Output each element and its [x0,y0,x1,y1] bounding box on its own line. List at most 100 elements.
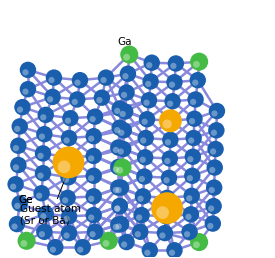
Circle shape [145,81,151,87]
Circle shape [77,247,83,253]
Circle shape [35,165,51,181]
Circle shape [163,119,172,128]
Circle shape [36,126,53,142]
Circle shape [157,225,173,241]
Circle shape [185,214,192,220]
Circle shape [135,188,151,205]
Circle shape [20,81,36,97]
Circle shape [22,69,29,76]
Circle shape [164,158,170,164]
Circle shape [63,157,69,163]
Circle shape [94,90,110,106]
Circle shape [61,225,77,241]
Circle shape [35,145,51,162]
Circle shape [47,239,64,255]
Circle shape [111,100,128,117]
Text: Guest atom
(Sr or Ba): Guest atom (Sr or Ba) [20,173,81,225]
Circle shape [209,187,215,193]
Circle shape [86,188,102,205]
Circle shape [132,224,148,240]
Circle shape [139,111,155,127]
Circle shape [86,167,102,184]
Circle shape [187,91,204,108]
Circle shape [139,176,145,182]
Circle shape [114,205,120,212]
Circle shape [120,111,126,117]
Circle shape [144,100,150,106]
Circle shape [181,224,198,240]
Circle shape [10,157,27,173]
Circle shape [207,159,223,176]
Circle shape [136,168,153,185]
Circle shape [36,224,53,240]
Text: Ge: Ge [18,195,33,205]
Circle shape [133,207,150,223]
Circle shape [12,118,28,135]
Circle shape [189,118,195,124]
Circle shape [59,190,76,206]
Circle shape [13,164,19,171]
Circle shape [193,241,200,248]
Circle shape [166,74,183,91]
Circle shape [34,185,50,201]
Circle shape [168,55,184,72]
Circle shape [61,130,77,146]
Circle shape [63,177,69,183]
Circle shape [116,223,122,230]
Circle shape [185,149,201,165]
Circle shape [169,82,175,88]
Circle shape [20,240,27,247]
Circle shape [58,160,70,173]
Circle shape [140,157,146,163]
Circle shape [75,239,91,255]
Circle shape [113,179,129,196]
Circle shape [211,110,218,117]
Circle shape [136,214,142,221]
Circle shape [207,223,213,229]
Circle shape [64,216,70,222]
Circle shape [141,92,157,108]
Circle shape [183,206,199,223]
Circle shape [113,158,131,176]
Circle shape [11,223,18,230]
Circle shape [72,72,88,88]
Circle shape [53,147,84,178]
Circle shape [88,135,94,142]
Circle shape [48,77,55,83]
Circle shape [111,198,128,214]
Circle shape [142,73,159,90]
Circle shape [110,139,126,156]
Circle shape [113,147,119,153]
Circle shape [117,103,133,120]
Circle shape [142,242,158,258]
Circle shape [211,130,217,136]
Circle shape [118,148,124,155]
Circle shape [60,149,77,165]
Circle shape [40,213,46,219]
Circle shape [18,232,36,250]
Circle shape [86,128,102,144]
Circle shape [111,119,128,136]
Circle shape [7,176,24,192]
Circle shape [209,103,225,119]
Circle shape [115,141,131,157]
Circle shape [39,231,45,237]
Text: Ga: Ga [117,37,131,46]
Circle shape [187,156,194,162]
Circle shape [205,198,222,214]
Circle shape [118,234,135,250]
Circle shape [10,138,27,154]
Circle shape [50,247,56,253]
Circle shape [185,130,202,146]
Circle shape [169,250,175,256]
Circle shape [14,203,20,209]
Circle shape [159,190,175,206]
Circle shape [187,175,193,181]
Circle shape [36,192,42,199]
Circle shape [110,216,126,233]
Circle shape [100,232,118,250]
Circle shape [156,206,169,219]
Circle shape [116,187,122,193]
Circle shape [113,224,119,230]
Circle shape [46,69,62,86]
